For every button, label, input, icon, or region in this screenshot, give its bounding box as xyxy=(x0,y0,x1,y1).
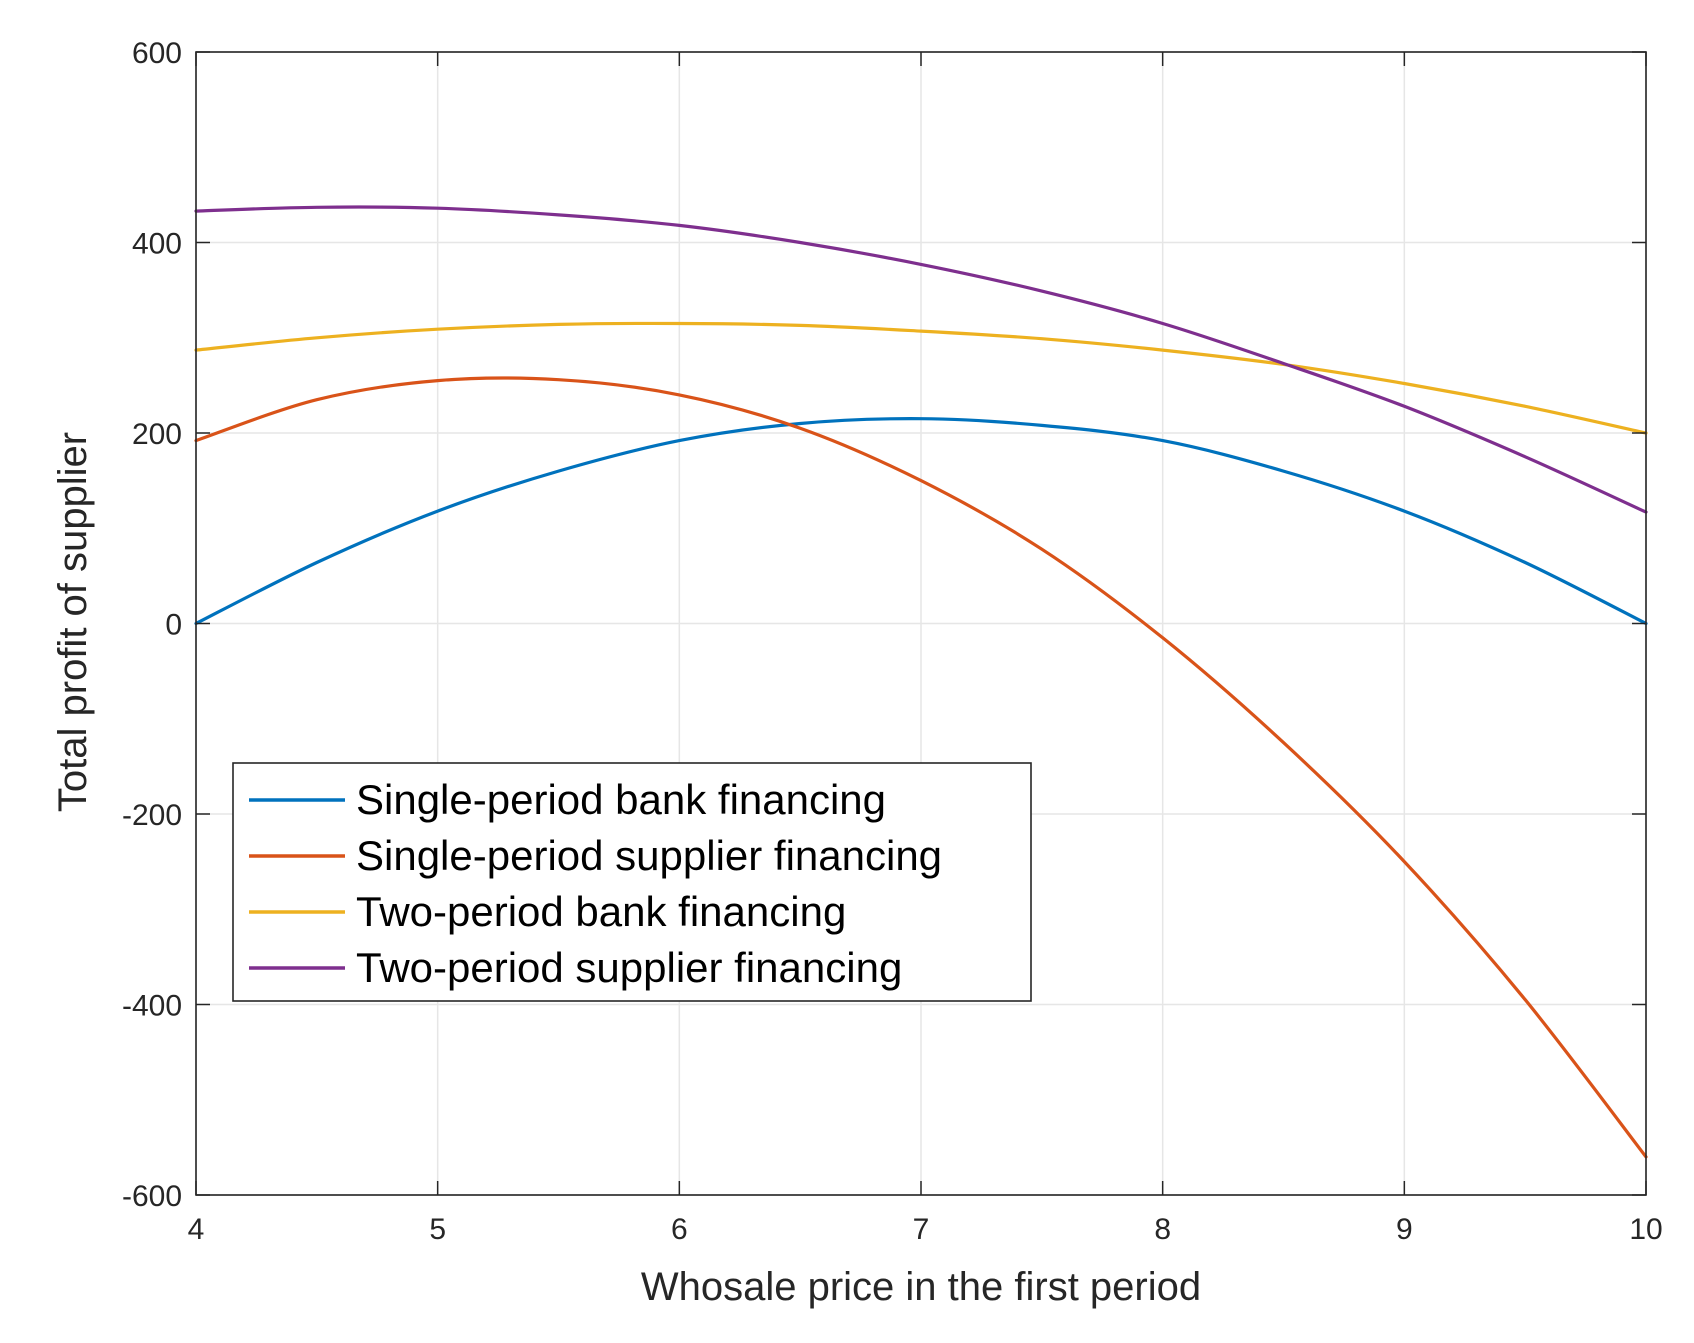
series-line-3 xyxy=(194,321,1648,435)
legend-label-3: Two-period bank financing xyxy=(356,888,846,935)
x-tick-label: 10 xyxy=(1629,1213,1662,1246)
legend-label-1: Single-period bank financing xyxy=(356,776,886,823)
series-line-1 xyxy=(194,417,1648,626)
legend: Single-period bank financing Single-perio… xyxy=(232,762,1032,1002)
y-tick-label: -600 xyxy=(122,1180,182,1213)
y-tick-label: -200 xyxy=(122,799,182,832)
legend-box xyxy=(232,762,1032,1002)
x-axis-label: Whosale price in the first period xyxy=(641,1265,1201,1309)
x-tick-label: 7 xyxy=(913,1213,930,1246)
x-tick-label: 6 xyxy=(671,1213,688,1246)
series-line-4 xyxy=(194,205,1648,514)
legend-label-2: Single-period supplier financing xyxy=(356,832,942,879)
x-tick-label: 9 xyxy=(1396,1213,1413,1246)
y-tick-label: 400 xyxy=(132,228,182,261)
y-tick-label: 0 xyxy=(165,609,182,642)
axis-ticks: 4 5 6 7 8 9 10 -600 -400 -200 0 200 400 600 xyxy=(122,37,1663,1246)
series-lines xyxy=(194,205,1648,1159)
x-tick-label: 8 xyxy=(1154,1213,1171,1246)
y-axis-label: Total profit of supplier xyxy=(51,432,95,812)
legend-label-4: Two-period supplier financing xyxy=(356,944,902,991)
y-tick-label: 600 xyxy=(132,37,182,70)
x-tick-label: 4 xyxy=(188,1213,205,1246)
series-line-2 xyxy=(194,376,1648,1159)
y-tick-label: -400 xyxy=(122,990,182,1023)
x-tick-label: 5 xyxy=(429,1213,446,1246)
y-tick-label: 200 xyxy=(132,418,182,451)
